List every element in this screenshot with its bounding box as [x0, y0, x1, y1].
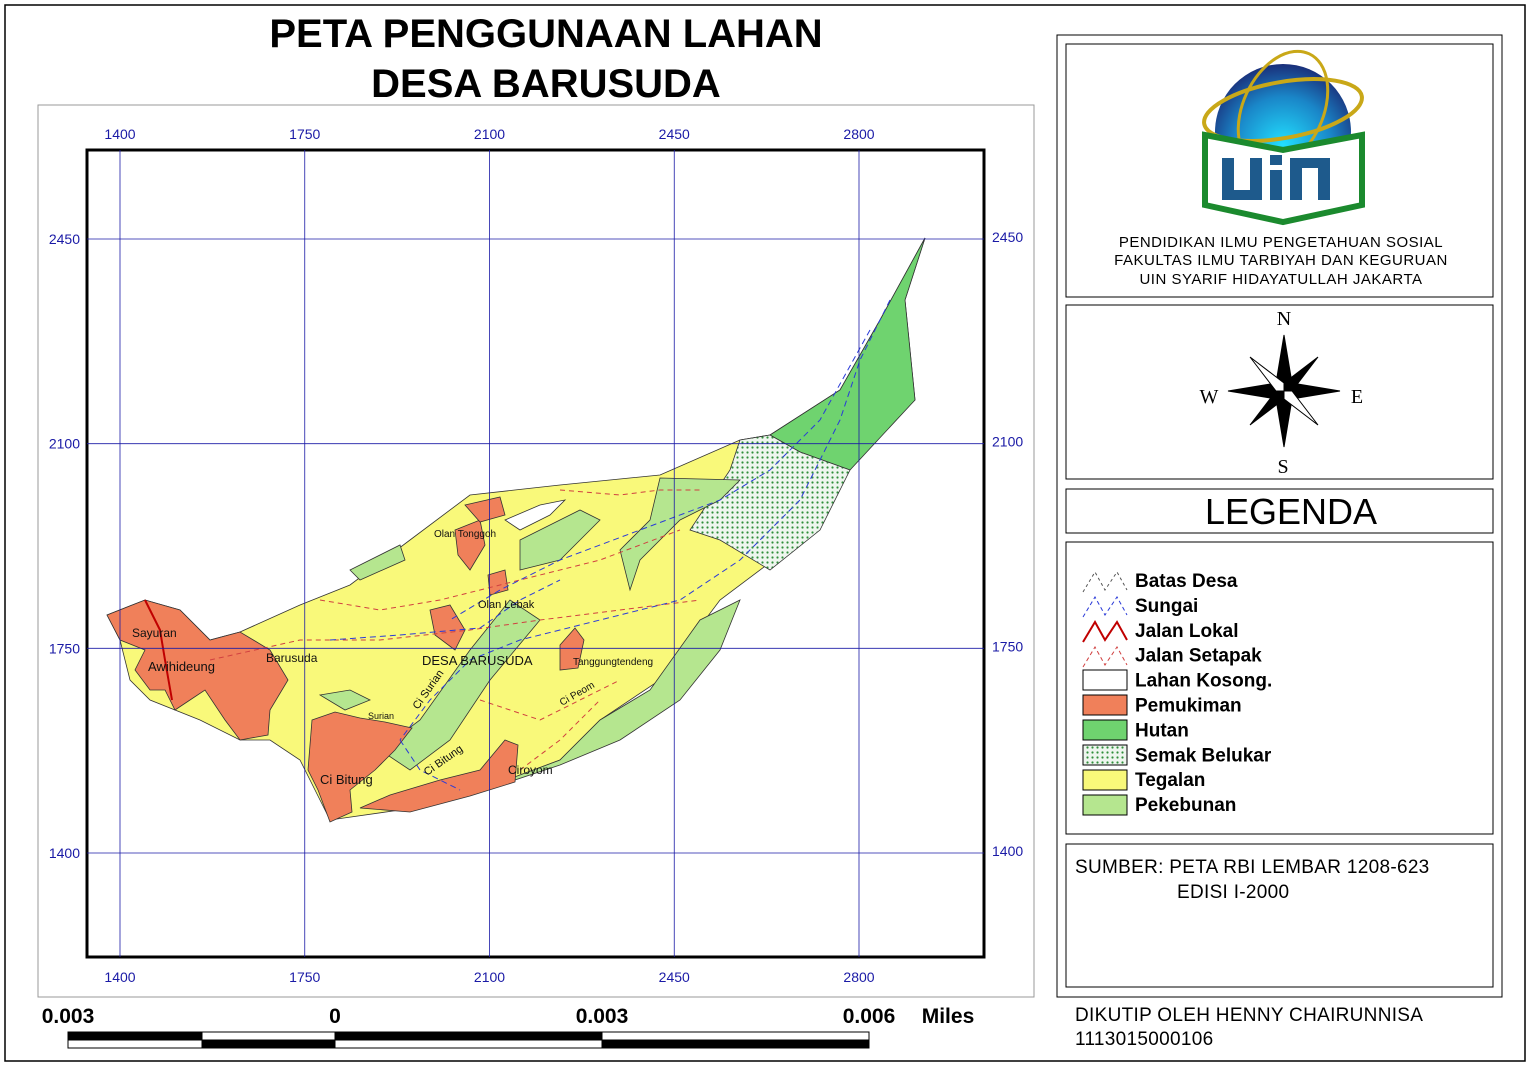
institution-line: PENDIDIKAN ILMU PENGETAHUAN SOSIAL — [1119, 234, 1443, 251]
compass-rose — [1227, 334, 1341, 448]
legend-label: Semak Belukar — [1135, 745, 1272, 766]
source-box — [1065, 843, 1494, 988]
grid-label: 2800 — [843, 969, 874, 985]
pemukiman — [307, 711, 413, 823]
place-label: Awihideung — [148, 659, 215, 674]
map-border — [37, 104, 1035, 998]
legend-title-box — [1065, 488, 1494, 534]
title-line: DESA BARUSUDA — [371, 62, 721, 106]
pekebunan — [519, 509, 601, 571]
legend-label: Lahan Kosong. — [1135, 671, 1272, 692]
source-line: EDISI I-2000 — [1177, 882, 1289, 903]
scale-label: 0.006 — [843, 1005, 896, 1028]
legend-label: Hutan — [1135, 720, 1189, 741]
sungai — [329, 299, 891, 791]
legend-label: Jalan Lokal — [1135, 621, 1239, 642]
place-label: Ci Bitung — [320, 772, 373, 787]
compass-label: N — [1277, 308, 1291, 330]
land-use-map — [106, 237, 926, 823]
legend-label: Sungai — [1135, 596, 1198, 617]
place-label: Sayuran — [132, 626, 177, 640]
scale-label: 0.003 — [576, 1005, 629, 1028]
legend-label: Jalan Setapak — [1135, 646, 1262, 667]
legend-box — [1065, 541, 1494, 835]
grid-label: 1400 — [992, 843, 1023, 859]
grid-label: 2800 — [843, 126, 874, 142]
grid-label: 2100 — [992, 434, 1023, 450]
legend-swatches — [1082, 571, 1128, 816]
source-line: SUMBER: PETA RBI LEMBAR 1208-623 — [1075, 857, 1430, 878]
grid-label: 1400 — [49, 845, 80, 861]
grid-label: 2450 — [659, 126, 690, 142]
grid-label: 1750 — [289, 969, 320, 985]
title-line: PETA PENGGUNAAN LAHAN — [269, 12, 822, 56]
jalan-setapak — [209, 489, 701, 771]
scale-label: 0.003 — [42, 1005, 95, 1028]
place-label: Barusuda — [266, 651, 318, 665]
compass-box — [1065, 304, 1494, 480]
grid-label: 1750 — [49, 640, 80, 656]
place-label: Olan Lebak — [478, 599, 535, 611]
logo-box — [1065, 43, 1494, 298]
grid-label: 2100 — [474, 126, 505, 142]
legend-label: Pekebunan — [1135, 795, 1236, 816]
grid-label: 1750 — [289, 126, 320, 142]
page-border — [4, 4, 1526, 1062]
jalan-lokal — [144, 599, 173, 701]
grid-label: 2100 — [474, 969, 505, 985]
legend-title: LEGENDA — [1205, 491, 1377, 532]
compass-label: E — [1351, 386, 1363, 408]
pekebunan — [318, 689, 371, 711]
legend-label: Tegalan — [1135, 770, 1205, 791]
credit-line: 1113015000106 — [1075, 1029, 1213, 1050]
grid-label: 1750 — [992, 638, 1023, 654]
grid-label: 2450 — [992, 229, 1023, 245]
place-label: DESA BARUSUDA — [422, 653, 533, 668]
pemukiman — [559, 627, 585, 671]
legend-label: Pemukiman — [1135, 696, 1242, 717]
scale-bar — [67, 1031, 870, 1049]
institution-line: UIN SYARIF HIDAYATULLAH JAKARTA — [1139, 271, 1422, 288]
pemukiman — [106, 599, 289, 741]
pemukiman — [359, 739, 519, 813]
pekebunan — [619, 477, 741, 592]
institution-line: FAKULTAS ILMU TARBIYAH DAN KEGURUAN — [1114, 252, 1448, 269]
place-label: Ciroyom — [508, 763, 553, 777]
uin-logo — [1202, 49, 1365, 226]
compass-label: S — [1277, 456, 1288, 478]
place-label: Surian — [368, 711, 394, 721]
place-label: Olan Tonggoh — [434, 529, 496, 540]
lahan-kosong — [504, 499, 567, 531]
compass-label: W — [1200, 386, 1219, 408]
grid-label: 2450 — [49, 231, 80, 247]
grid-label: 2100 — [49, 436, 80, 452]
side-panel — [1056, 34, 1503, 998]
pemukiman — [464, 496, 506, 523]
grid-label: 1400 — [104, 126, 135, 142]
pemukiman — [454, 519, 486, 571]
legend-label: Batas Desa — [1135, 571, 1238, 592]
coordinate-grid: 1400 1400 1750 1750 2100 2100 2450 2450 2800 2800… — [49, 126, 1024, 985]
grid-label: 2450 — [659, 969, 690, 985]
credit-line: DIKUTIP OLEH HENNY CHAIRUNNISA — [1075, 1005, 1423, 1026]
place-label: Tanggungtendeng — [573, 657, 653, 668]
legend-items: Batas Desa Sungai Jalan Lokal Jalan Setapak… — [1135, 571, 1272, 816]
grid-label: 1400 — [104, 969, 135, 985]
pekebunan — [349, 544, 406, 581]
scale-unit: Miles — [922, 1005, 975, 1028]
scale-label: 0 — [329, 1005, 341, 1028]
